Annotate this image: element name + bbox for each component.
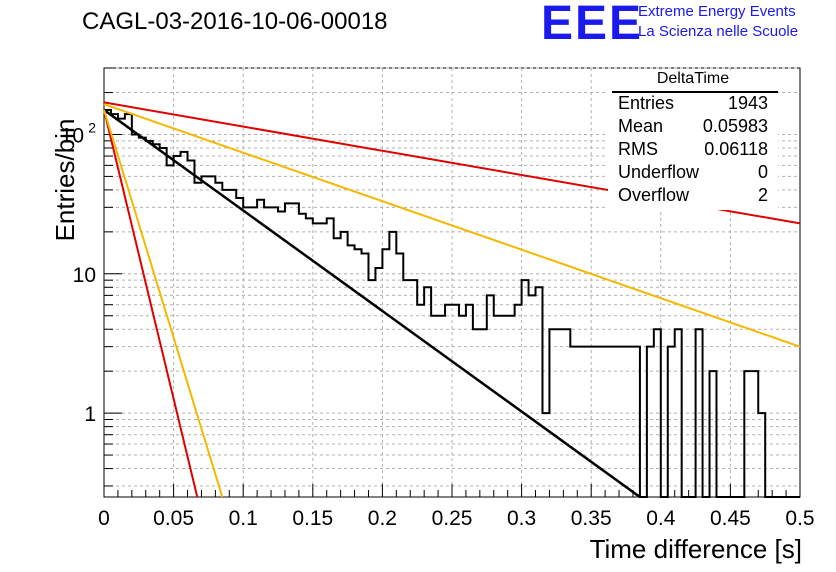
stat-value: 2 — [757, 185, 768, 205]
axis-ticks — [103, 67, 801, 497]
stat-value: 0 — [757, 162, 768, 182]
stats-title: DeltaTime — [656, 70, 730, 87]
tick-labels: 0 0.05 0.1 0.15 0.2 0.25 0.3 0.35 0.4 0.45 0.5 1 10 1… — [61, 119, 815, 530]
logo-line-1: Extreme Energy Events — [638, 3, 796, 20]
x-tick-label: 0.25 — [432, 507, 473, 530]
fit-line-5 — [103, 109, 224, 498]
stat-label: Underflow — [618, 162, 700, 182]
stat-label: Overflow — [618, 185, 690, 205]
stat-label: Mean — [618, 116, 664, 136]
histogram — [104, 108, 800, 498]
eee-logo: EEE — [541, 0, 644, 50]
stat-value: 0.06118 — [704, 139, 768, 159]
stat-value: 0.05983 — [702, 116, 768, 136]
y-tick-label: 10 — [61, 124, 84, 147]
x-tick-label: 0.3 — [507, 507, 536, 530]
x-tick-label: 0.4 — [646, 507, 676, 530]
x-tick-label: 0 — [98, 507, 110, 530]
y-tick-label: 1 — [84, 403, 96, 426]
x-tick-label: 0.1 — [229, 507, 258, 530]
stat-row-entries: Entries 1943 — [618, 93, 768, 114]
stat-row-underflow: Underflow 0 — [618, 162, 768, 183]
x-tick-label: 0.5 — [785, 507, 814, 530]
stat-row-overflow: Overflow 2 — [618, 185, 768, 206]
x-tick-label: 0.15 — [292, 507, 333, 530]
stat-row-mean: Mean 0.05983 — [618, 116, 768, 137]
stat-label: Entries — [618, 93, 675, 113]
x-tick-label: 0.35 — [571, 507, 612, 530]
fit-line-1 — [103, 108, 641, 499]
y-axis-label: Entries/bin — [49, 118, 80, 242]
histogram-outline — [104, 108, 800, 498]
x-tick-label: 0.45 — [710, 507, 751, 530]
stat-value: 1943 — [727, 93, 768, 113]
stats-box: DeltaTime Entries 1943 Mean 0.05983 RMS … — [608, 70, 778, 210]
x-tick-label: 0.05 — [153, 507, 194, 530]
fit-line-4 — [103, 109, 199, 498]
x-tick-label: 0.2 — [368, 507, 397, 530]
stat-label: RMS — [618, 139, 658, 159]
stats-divider — [612, 91, 778, 93]
logo-line-2: La Scienza nelle Scuole — [638, 23, 799, 40]
x-axis-label: Time difference [s] — [589, 534, 802, 564]
fit-line-3 — [103, 103, 801, 348]
y-tick-label: 10 — [73, 264, 96, 287]
chart-title: CAGL-03-2016-10-06-00018 — [82, 8, 388, 35]
stat-row-rms: RMS 0.06118 — [618, 139, 768, 160]
grid-lines — [104, 67, 800, 497]
y-tick-exponent: 2 — [88, 119, 96, 135]
